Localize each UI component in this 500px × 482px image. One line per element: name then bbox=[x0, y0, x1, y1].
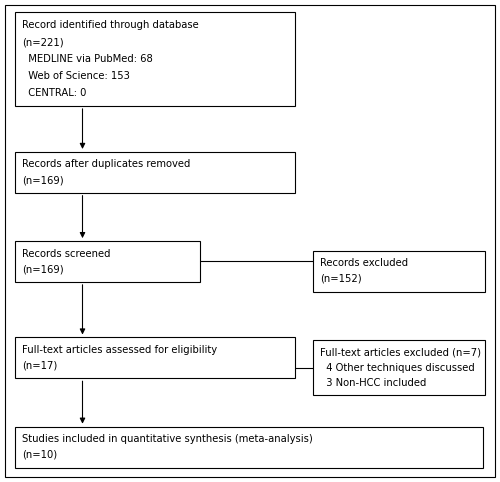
Bar bbox=[312, 251, 485, 292]
Text: CENTRAL: 0: CENTRAL: 0 bbox=[22, 88, 87, 98]
Text: (n=152): (n=152) bbox=[320, 274, 362, 284]
Text: (n=169): (n=169) bbox=[22, 175, 64, 185]
Text: Full-text articles assessed for eligibility: Full-text articles assessed for eligibil… bbox=[22, 345, 218, 355]
Bar bbox=[312, 340, 485, 395]
Text: MEDLINE via PubMed: 68: MEDLINE via PubMed: 68 bbox=[22, 54, 153, 64]
Text: Records excluded: Records excluded bbox=[320, 258, 408, 268]
Text: (n=169): (n=169) bbox=[22, 264, 64, 274]
Text: Record identified through database: Record identified through database bbox=[22, 20, 199, 30]
Text: Full-text articles excluded (n=7): Full-text articles excluded (n=7) bbox=[320, 347, 481, 357]
Bar bbox=[15, 337, 295, 378]
Text: (n=221): (n=221) bbox=[22, 37, 64, 47]
Bar bbox=[15, 427, 482, 468]
Text: (n=10): (n=10) bbox=[22, 450, 58, 460]
Text: 3 Non-HCC included: 3 Non-HCC included bbox=[320, 378, 426, 388]
Text: Studies included in quantitative synthesis (meta-analysis): Studies included in quantitative synthes… bbox=[22, 434, 313, 444]
Text: (n=17): (n=17) bbox=[22, 361, 58, 371]
Text: Web of Science: 153: Web of Science: 153 bbox=[22, 71, 130, 81]
Text: Records after duplicates removed: Records after duplicates removed bbox=[22, 160, 191, 170]
Text: 4 Other techniques discussed: 4 Other techniques discussed bbox=[320, 362, 475, 373]
Text: Records screened: Records screened bbox=[22, 249, 111, 259]
Bar bbox=[15, 12, 295, 106]
Bar bbox=[15, 241, 200, 282]
Bar bbox=[15, 152, 295, 193]
